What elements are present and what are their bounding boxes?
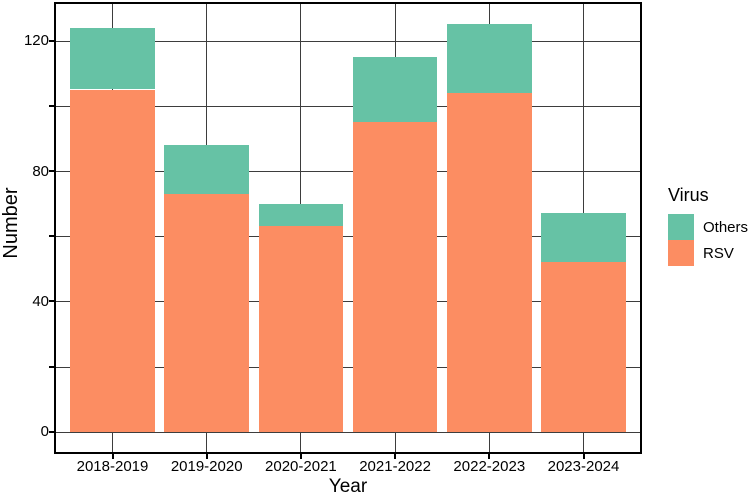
bar-2023-2024-rsv xyxy=(541,262,626,432)
bar-2018-2019-others xyxy=(70,27,155,90)
y-gridline-100 xyxy=(56,105,640,107)
y-tick-120 xyxy=(49,39,54,42)
plot-panel xyxy=(54,2,642,454)
y-tick-label-80: 80 xyxy=(32,162,49,180)
x-tick-label-2021-2022: 2021-2022 xyxy=(359,458,431,475)
x-tick-label-2019-2020: 2019-2020 xyxy=(170,458,243,475)
x-tick-2021-2022 xyxy=(394,454,397,459)
x-tick-2023-2024 xyxy=(582,454,585,459)
x-tick-label-2020-2021: 2020-2021 xyxy=(265,458,337,475)
x-tick-label-2022-2023: 2022-2023 xyxy=(453,458,526,475)
legend-entries: Others RSV xyxy=(668,214,748,266)
bar-2020-2021-rsv xyxy=(258,226,344,432)
y-tick-80 xyxy=(49,170,54,172)
x-tick-label-2018-2019: 2018-2019 xyxy=(76,458,149,475)
y-tick-40 xyxy=(49,300,54,303)
y-tick-label-120: 120 xyxy=(23,32,49,50)
x-tick-label-2023-2024: 2023-2024 xyxy=(547,458,620,475)
x-tick-2020-2021 xyxy=(299,454,302,459)
bar-2022-2023-rsv xyxy=(446,92,532,432)
y-tick-0 xyxy=(49,430,54,433)
legend-entry-rsv: RSV xyxy=(668,240,748,266)
y-tick-100 xyxy=(49,104,54,107)
legend-label-rsv: RSV xyxy=(703,244,734,262)
legend: Virus Others RSV xyxy=(668,185,748,266)
y-gridline-20 xyxy=(56,366,640,368)
bar-2020-2021-others xyxy=(258,203,344,227)
y-tick-label-0: 0 xyxy=(40,423,49,441)
y-axis-title: Number xyxy=(0,187,22,259)
legend-entry-others: Others xyxy=(668,214,748,240)
bar-2021-2022-rsv xyxy=(352,122,438,432)
legend-label-others: Others xyxy=(703,218,749,236)
bar-2018-2019-rsv xyxy=(70,89,155,432)
bar-2022-2023-others xyxy=(446,24,532,93)
y-tick-60 xyxy=(49,235,54,238)
y-gridline-0 xyxy=(56,431,640,433)
legend-key-others xyxy=(668,214,694,240)
y-tick-20 xyxy=(49,365,54,368)
legend-key-rsv xyxy=(668,240,694,266)
bar-2019-2020-rsv xyxy=(164,193,250,432)
y-tick-label-40: 40 xyxy=(32,292,49,310)
x-tick-2022-2023 xyxy=(488,454,491,459)
legend-title: Virus xyxy=(668,185,709,205)
y-gridline-80 xyxy=(56,171,640,172)
bar-2023-2024-others xyxy=(541,213,626,263)
y-gridline-120 xyxy=(56,40,640,42)
x-tick-2018-2019 xyxy=(111,454,114,459)
x-axis-title: Year xyxy=(328,476,368,497)
y-gridline-40 xyxy=(56,301,640,303)
y-gridline-60 xyxy=(56,236,640,238)
bar-2019-2020-others xyxy=(164,144,250,194)
x-tick-2019-2020 xyxy=(205,454,208,459)
bar-2021-2022-others xyxy=(352,56,438,123)
